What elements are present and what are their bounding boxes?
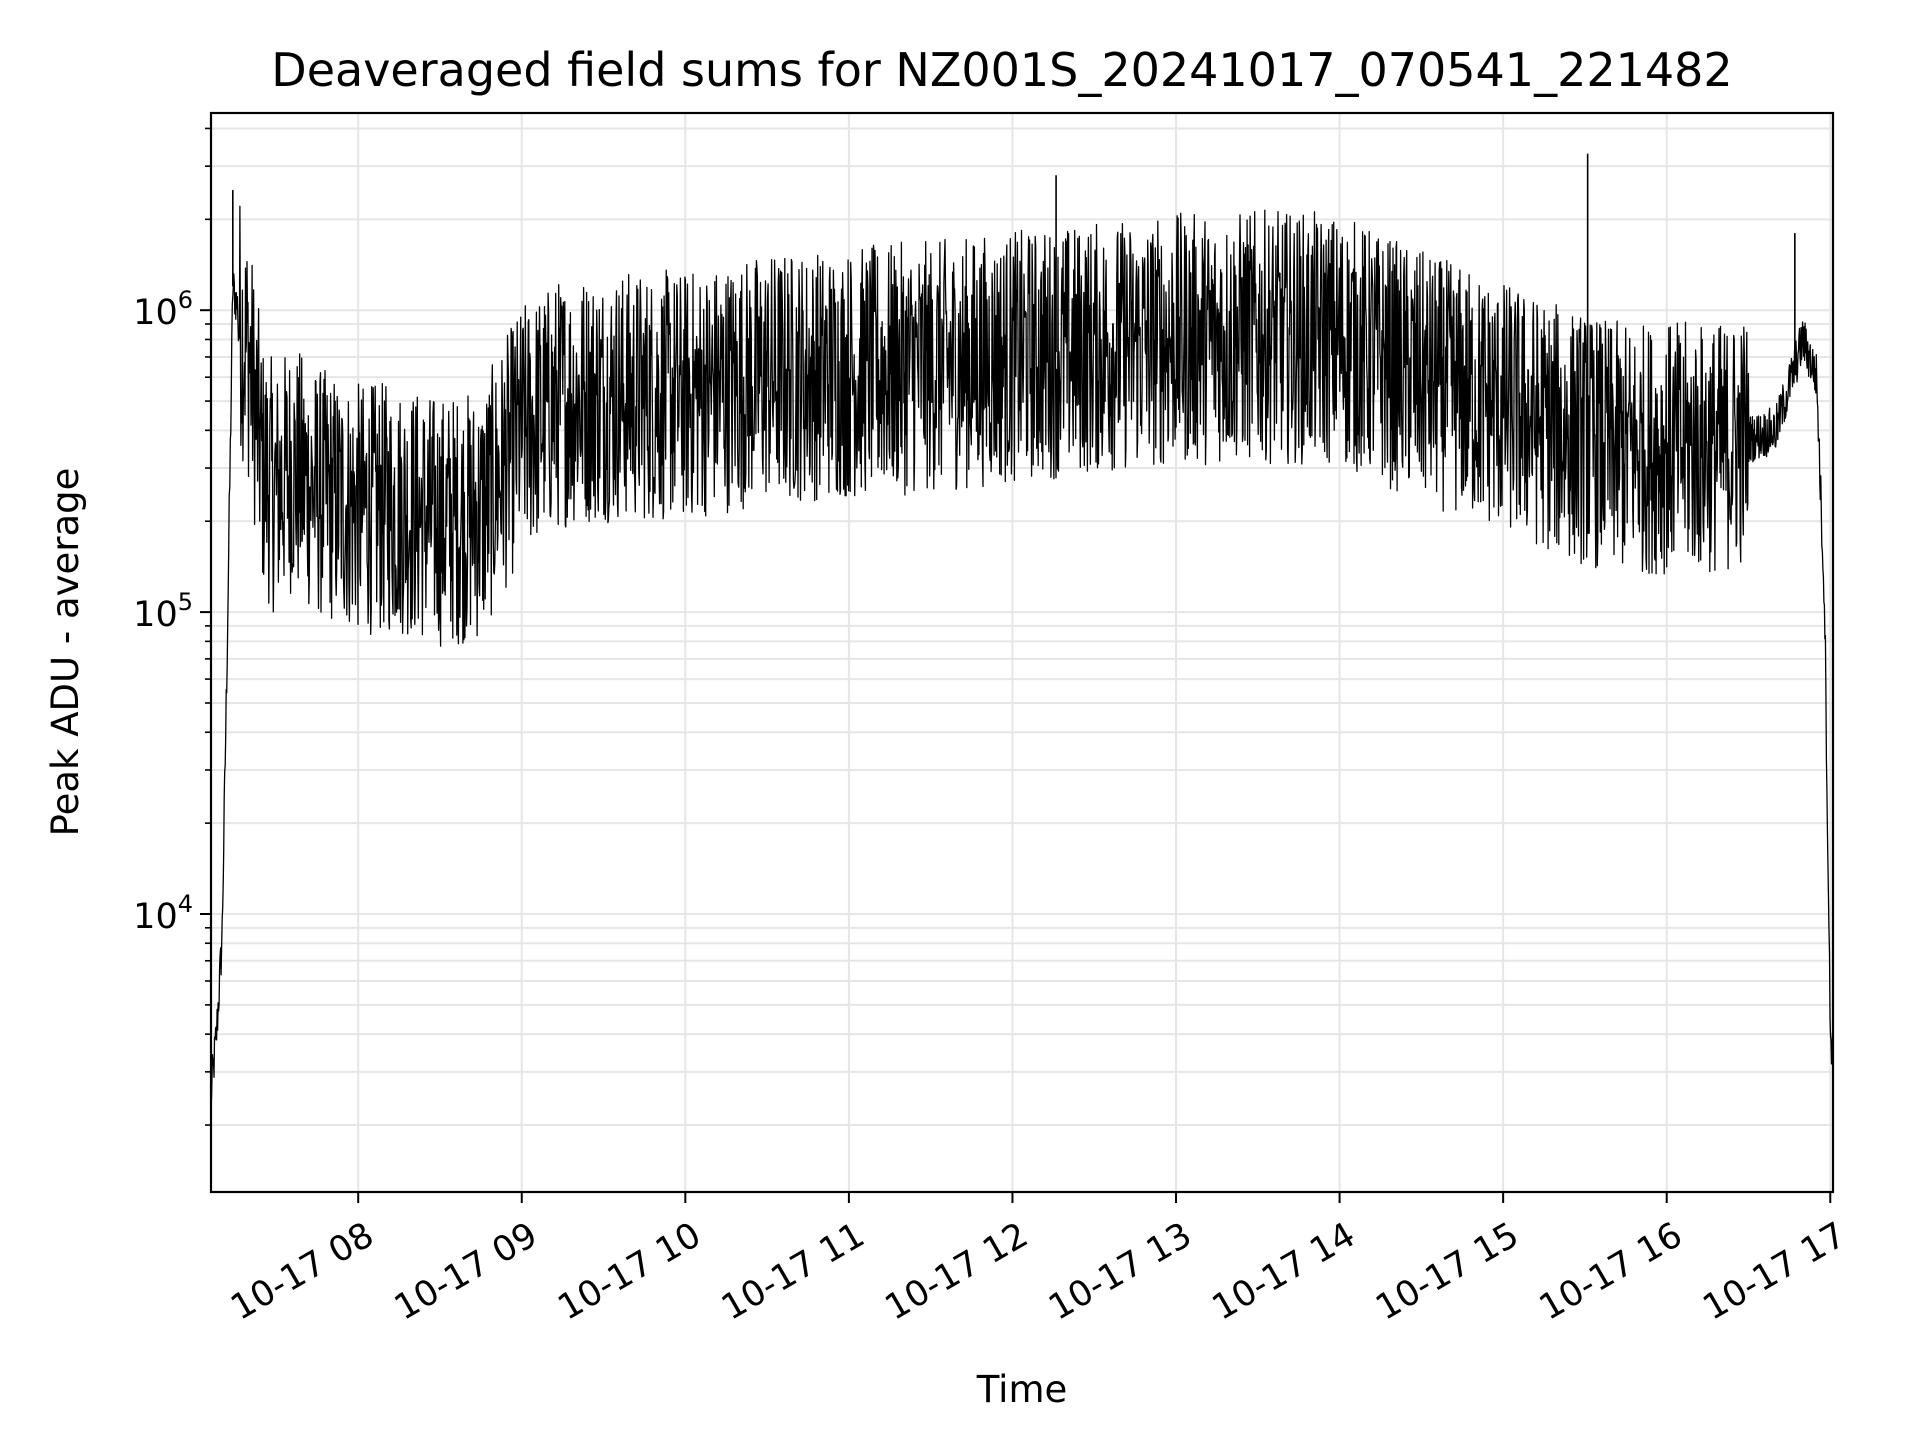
x-tick-label: 10-17 13	[1042, 1215, 1198, 1328]
y-tick-label: 105	[133, 588, 193, 635]
x-tick-label: 10-17 12	[879, 1215, 1035, 1328]
chart-title: Deaveraged field sums for NZ001S_2024101…	[271, 43, 1732, 97]
x-tick-label: 10-17 08	[224, 1215, 380, 1328]
x-tick-label: 10-17 14	[1206, 1215, 1362, 1328]
grid-lines	[211, 113, 1833, 1192]
x-tick-label: 10-17 09	[388, 1215, 544, 1328]
x-tick-label: 10-17 10	[552, 1215, 708, 1328]
x-tick-label: 10-17 15	[1369, 1215, 1525, 1328]
x-axis-label: Time	[976, 1368, 1068, 1411]
data-series-line	[210, 205, 1834, 1101]
x-tick-label: 10-17 17	[1696, 1215, 1852, 1328]
y-tick-label: 104	[133, 890, 193, 937]
data-layer	[210, 153, 1834, 1101]
x-tick-label: 10-17 11	[715, 1215, 871, 1328]
y-axis-label: Peak ADU - average	[44, 468, 87, 837]
plot-frame	[209, 111, 1835, 1194]
x-tick-label: 10-17 16	[1533, 1215, 1689, 1328]
y-tick-label: 106	[133, 286, 193, 333]
